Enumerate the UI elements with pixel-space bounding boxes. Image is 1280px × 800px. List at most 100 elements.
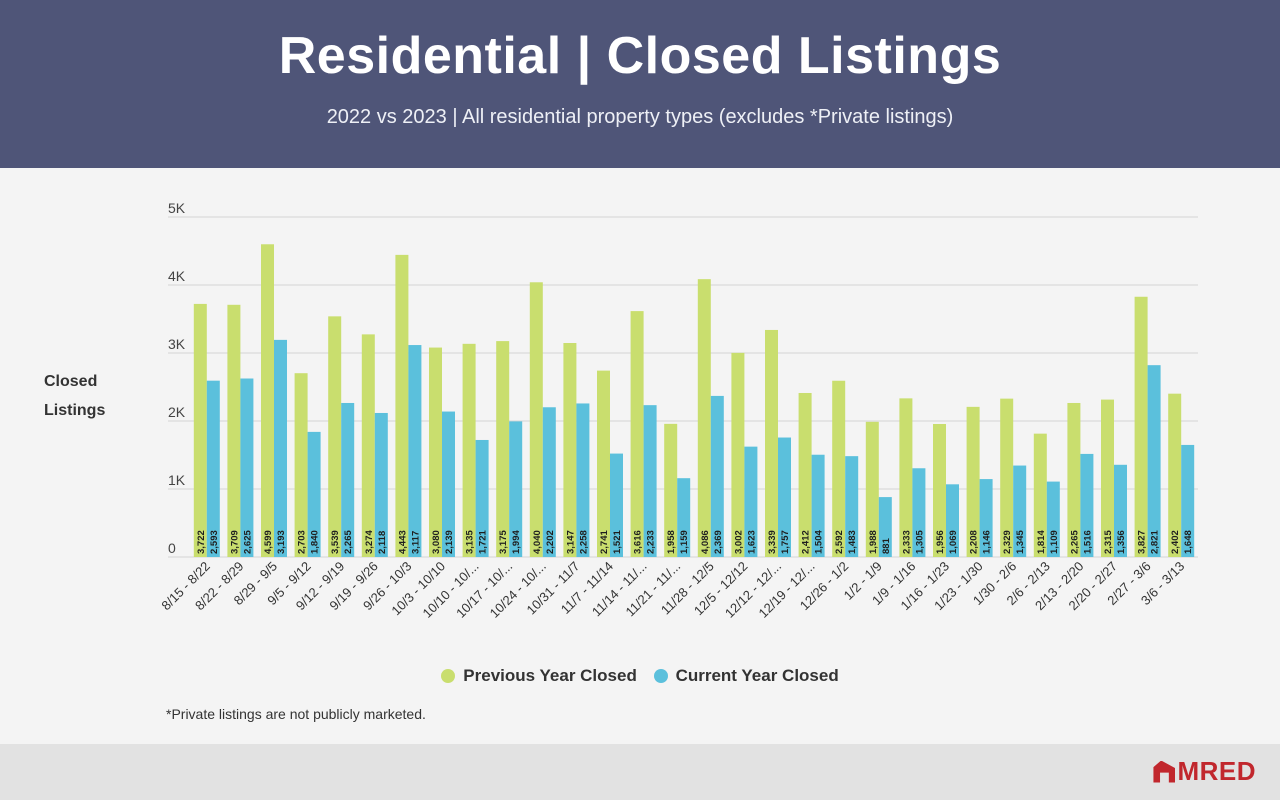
y-tick-label: 5K	[168, 200, 186, 216]
bar-previous	[496, 341, 510, 557]
bar-previous	[731, 352, 745, 557]
data-label-previous: 3,274	[364, 530, 375, 554]
data-label-previous: 2,412	[801, 530, 812, 554]
data-label-previous: 1,956	[935, 530, 946, 554]
data-label-current: 1,305	[914, 530, 925, 554]
data-label-current: 2,139	[444, 530, 455, 554]
bar-previous	[294, 373, 308, 557]
bar-previous	[193, 303, 207, 557]
bar-previous	[1067, 402, 1081, 557]
bar-previous	[563, 343, 577, 557]
bar-previous	[865, 421, 879, 557]
footnote: *Private listings are not publicly marke…	[166, 706, 426, 722]
bar-current	[845, 456, 859, 557]
bar-current	[206, 380, 220, 557]
data-label-previous: 3,827	[1137, 530, 1148, 554]
bar-current	[576, 403, 590, 557]
bar-previous	[227, 304, 241, 557]
data-label-previous: 1,814	[1036, 530, 1047, 554]
bar-previous	[765, 329, 778, 557]
bar-previous	[1033, 433, 1047, 557]
bar-current	[811, 454, 825, 557]
bar-current	[677, 478, 691, 557]
header-banner: Residential | Closed Listings 2022 vs 20…	[0, 0, 1280, 168]
data-label-current: 881	[881, 537, 892, 554]
footer-bar: MRED	[0, 744, 1280, 800]
data-label-current: 3,117	[410, 531, 421, 554]
data-label-current: 1,146	[982, 530, 993, 554]
bar-current	[475, 439, 489, 557]
data-label-current: 1,840	[310, 530, 321, 554]
legend-item-current: Current Year Closed	[653, 666, 839, 686]
data-label-current: 1,109	[1049, 530, 1060, 554]
mred-logo: MRED	[1153, 756, 1256, 787]
bar-previous	[832, 380, 846, 557]
data-label-current: 1,159	[679, 530, 690, 554]
house-icon	[1153, 760, 1176, 783]
data-label-current: 2,369	[713, 530, 724, 554]
bar-previous	[462, 343, 476, 557]
data-label-current: 1,623	[746, 530, 757, 554]
bar-current	[307, 431, 321, 557]
legend-label-previous: Previous Year Closed	[463, 666, 637, 685]
data-label-current: 2,593	[209, 530, 220, 554]
bar-previous	[966, 406, 980, 557]
page-title: Residential | Closed Listings	[278, 27, 1002, 85]
bar-current	[1147, 365, 1161, 557]
data-label-current: 2,118	[377, 531, 388, 554]
bar-current	[610, 453, 623, 557]
bar-current	[509, 421, 523, 557]
bar-current	[979, 479, 993, 557]
data-label-current: 1,521	[612, 530, 623, 554]
data-label-current: 1,994	[511, 530, 522, 554]
data-label-previous: 3,080	[431, 530, 442, 554]
bar-previous	[597, 370, 610, 557]
data-label-current: 1,345	[1015, 530, 1026, 554]
data-label-previous: 2,741	[599, 530, 610, 554]
data-label-previous: 2,592	[834, 530, 845, 554]
bar-previous	[529, 282, 543, 557]
bar-current	[912, 468, 926, 557]
bar-previous	[429, 347, 442, 557]
legend-swatch-previous	[441, 669, 456, 683]
bar-previous	[664, 423, 678, 557]
data-label-current: 2,202	[545, 530, 556, 554]
bar-current	[946, 484, 959, 557]
bar-previous	[630, 311, 644, 557]
bar-previous	[261, 244, 274, 557]
data-label-previous: 3,709	[229, 530, 240, 554]
bar-current	[710, 395, 724, 557]
bar-current	[878, 497, 892, 557]
data-label-current: 3,193	[276, 530, 287, 554]
data-label-previous: 1,988	[868, 530, 879, 554]
legend-swatch-current	[653, 669, 668, 683]
bar-previous	[933, 423, 946, 557]
data-label-current: 1,648	[1183, 530, 1194, 554]
bar-previous	[1168, 393, 1182, 557]
legend-label-current: Current Year Closed	[675, 666, 839, 685]
bar-previous	[1101, 399, 1114, 557]
y-axis-title: Closed Listings	[44, 373, 106, 419]
data-label-previous: 2,703	[297, 530, 308, 554]
bar-current	[643, 405, 657, 557]
bar-previous	[899, 398, 913, 557]
data-label-previous: 2,329	[1002, 530, 1013, 554]
bar-previous	[1134, 296, 1148, 557]
data-label-previous: 4,040	[532, 530, 543, 554]
bar-current	[542, 407, 556, 557]
data-label-current: 1,356	[1116, 530, 1127, 554]
y-tick-label: 2K	[168, 404, 186, 420]
bar-previous	[328, 316, 342, 557]
bar-previous	[697, 279, 711, 557]
data-label-current: 2,821	[1150, 530, 1161, 554]
bar-current	[1080, 453, 1094, 557]
data-label-previous: 2,208	[969, 530, 980, 554]
bar-current	[374, 412, 388, 557]
bar-current	[408, 345, 422, 557]
data-label-current: 1,516	[1082, 530, 1093, 554]
y-tick-label: 0	[168, 540, 176, 556]
data-label-previous: 4,599	[263, 530, 274, 554]
data-label-current: 1,069	[948, 530, 959, 554]
data-label-current: 2,625	[242, 530, 253, 554]
data-label-current: 1,721	[478, 530, 489, 554]
